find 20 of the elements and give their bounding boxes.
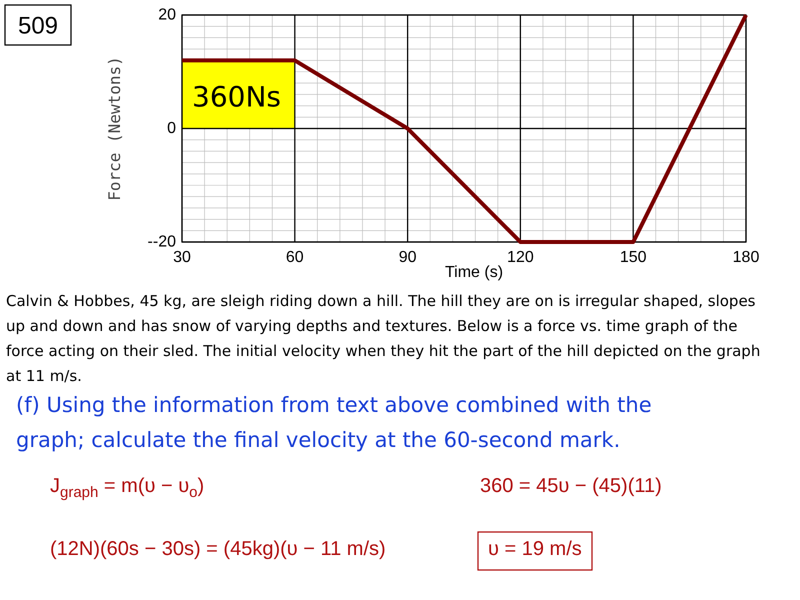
text: 360 = 45υ − (45)(11) [480, 475, 662, 497]
x-tick-label: 30 [173, 249, 191, 266]
x-tick-label: 60 [286, 249, 304, 266]
annotation: 360Ns [192, 80, 281, 114]
text: (f) Using the information from text above combined with the graph; calculate the final velocity at the 60-second mark. [16, 393, 652, 452]
y-tick-label: 20 [158, 6, 176, 24]
x-tick-label: 120 [507, 249, 534, 266]
y-tick-label: --20 [148, 234, 176, 250]
text: (12N)(60s − 30s) = (45kg)(υ − 11 m/s) [50, 538, 386, 560]
text: υ = 19 m/s [488, 538, 582, 560]
text: J$_{graph}$ = m(υ − υ$_{o}$) [50, 475, 204, 500]
x-axis-title: Time (s) [444, 264, 504, 281]
y-axis-title: Force (Newtons) [105, 56, 124, 201]
x-tick-label: 180 [732, 249, 760, 266]
text: Calvin & Hobbes, 45 kg, are sleigh riding down a hill. The hill they are on is irregular shaped, slopes up and down and has snow of varying depths and textures. Below is a force vs. time graph of the force acting on their sled. The initial velocity when they hit the part of the hill depicted on the graph at 11 m/s. [6, 292, 760, 385]
y-tick-label: 0 [167, 120, 176, 137]
text: 509 [18, 12, 58, 40]
line-series [180, 13, 748, 244]
x-tick-label: 150 [620, 249, 647, 266]
x-tick-label: 90 [398, 249, 417, 266]
